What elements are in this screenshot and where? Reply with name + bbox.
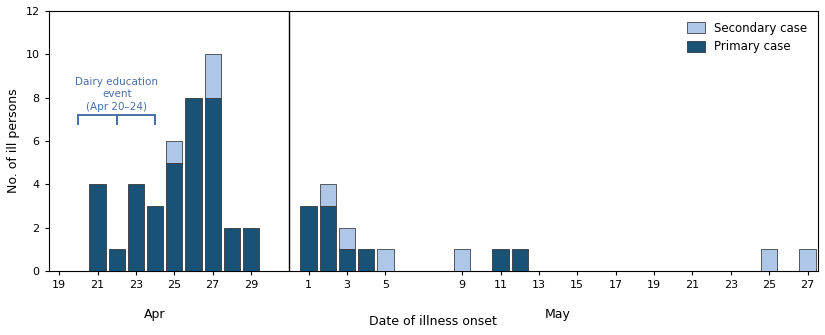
Y-axis label: No. of ill persons: No. of ill persons [7,89,20,193]
Bar [89,184,106,271]
Bar [319,206,336,271]
Legend: Secondary case, Primary case: Secondary case, Primary case [682,17,812,58]
Bar [493,249,509,271]
Bar [454,249,470,271]
Bar [166,141,182,163]
Bar [224,228,240,271]
Text: Dairy education
event
(Apr 20–24): Dairy education event (Apr 20–24) [75,77,158,112]
Bar [205,97,221,271]
Bar [319,184,336,206]
X-axis label: Date of illness onset: Date of illness onset [370,315,497,328]
Bar [512,249,528,271]
Bar [166,163,182,271]
Bar [339,228,356,249]
Text: Apr: Apr [144,308,166,321]
Bar [358,249,375,271]
Bar [339,249,356,271]
Bar [205,54,221,97]
Bar [300,206,317,271]
Bar [243,228,259,271]
Bar [761,249,777,271]
Bar [799,249,816,271]
Bar [128,184,144,271]
Bar [109,249,125,271]
Text: May: May [545,308,571,321]
Bar [186,97,201,271]
Bar [377,249,394,271]
Bar [147,206,163,271]
